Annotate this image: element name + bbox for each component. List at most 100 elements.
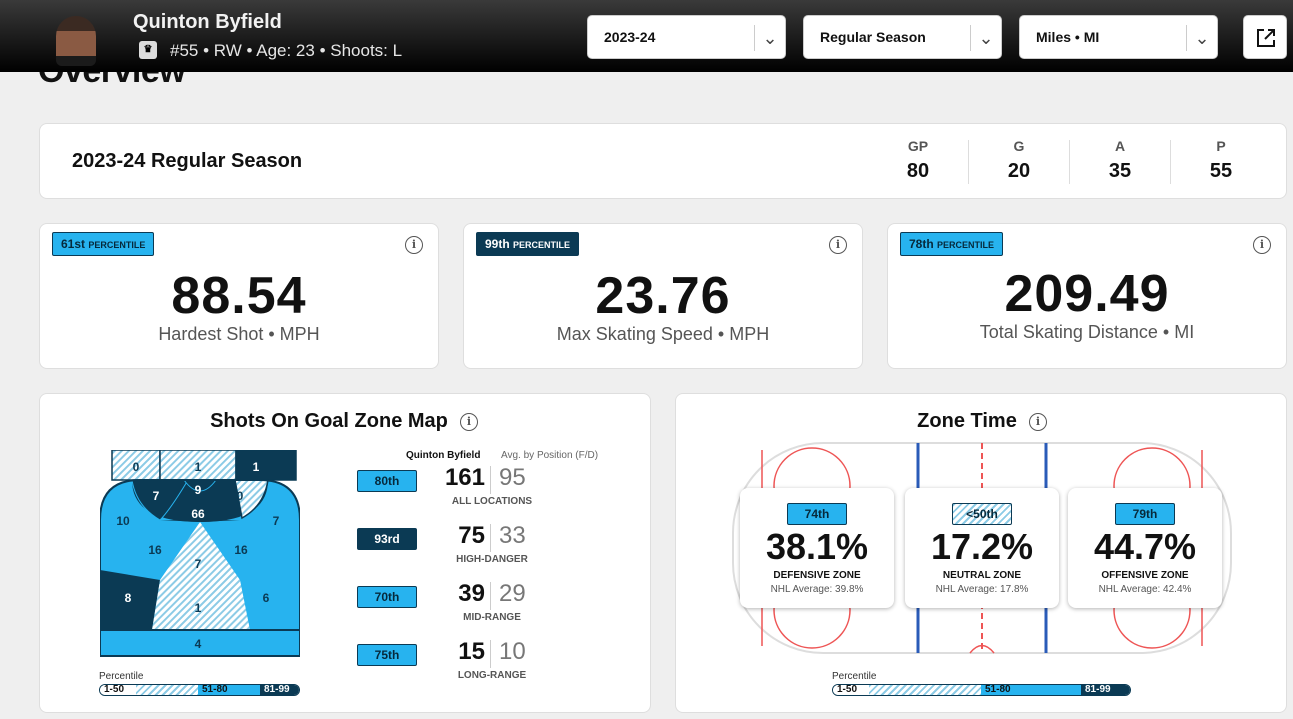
stat-value: 20: [1007, 160, 1031, 182]
avg-value: 10: [499, 638, 526, 665]
season-select[interactable]: 2023-24 ⌄: [587, 15, 786, 59]
percentile-word: PERCENTILE: [937, 240, 995, 250]
zone-time-title: Zone Time: [917, 410, 1017, 432]
divider: [970, 25, 971, 51]
stat-value: 35: [1108, 160, 1132, 182]
legend-hatch: [136, 685, 198, 695]
zone-label: DEFENSIVE ZONE: [773, 570, 861, 581]
info-icon[interactable]: i: [1029, 413, 1047, 431]
zone-card-offensive: 79th 44.7% OFFENSIVE ZONE NHL Average: 4…: [1068, 488, 1222, 608]
divider: [968, 140, 969, 184]
shot-row-high-danger: 93rd 75 33 HIGH-DANGER: [357, 522, 617, 578]
divider: [490, 582, 491, 610]
percentile-badge: 93rd: [357, 528, 417, 550]
zone-value-center-mid: 7: [195, 557, 202, 571]
zone-average: NHL Average: 17.8%: [935, 584, 1029, 595]
percentile-word: PERCENTILE: [513, 240, 571, 250]
zone-value-left-circle: 7: [153, 489, 160, 503]
metric-value: 23.76: [595, 267, 731, 325]
zone-map: 0 1 1 9 7 0 66 10 7 16 16 7 8 6 1 4: [100, 450, 300, 657]
shots-zone-map-card: Shots On Goal Zone Map i 0 1 1 9 7: [39, 393, 651, 713]
zone-value-long: 4: [195, 637, 202, 651]
season-summary-card: 2023-24 Regular Season GP 80 G 20 A 35 P…: [39, 123, 1287, 199]
season-type-select[interactable]: Regular Season ⌄: [803, 15, 1002, 59]
zone-average: NHL Average: 39.8%: [770, 584, 864, 595]
stat-label: GP: [907, 138, 929, 154]
divider: [1170, 140, 1171, 184]
info-icon[interactable]: i: [1253, 236, 1271, 254]
zone-value-right-low: 6: [263, 591, 270, 605]
metric-card-hardest-shot: 61st PERCENTILE i 88.54 Hardest Shot • M…: [39, 223, 439, 369]
percentile-badge: 80th: [357, 470, 417, 492]
player-meta: #55 • RW • Age: 23 • Shoots: L: [170, 41, 403, 60]
zone-value-top-right: 1: [253, 460, 260, 474]
percentile-badge: 75th: [357, 644, 417, 666]
zone-average: NHL Average: 42.4%: [1098, 584, 1192, 595]
shot-row-mid-range: 70th 39 29 MID-RANGE: [357, 580, 617, 636]
legend-high: 81-99: [1081, 685, 1130, 695]
chevron-down-icon: ⌄: [762, 28, 778, 48]
percentile-legend: 1-50 51-80 81-99: [99, 684, 300, 696]
row-label: HIGH-DANGER: [456, 554, 528, 565]
season-type-select-value: Regular Season: [820, 29, 926, 45]
stat-label: G: [1013, 138, 1025, 154]
info-icon[interactable]: i: [405, 236, 423, 254]
legend-low: 1-50: [833, 685, 869, 695]
legend-mid: 51-80: [198, 685, 260, 695]
units-select-value: Miles • MI: [1036, 29, 1100, 45]
zone-value-top-center: 1: [195, 460, 202, 474]
zone-value: 17.2%: [930, 526, 1034, 567]
stat-p: P 55: [1171, 138, 1271, 183]
percentile-badge: 70th: [357, 586, 417, 608]
zone-label: NEUTRAL ZONE: [942, 570, 1022, 581]
stat-label: A: [1114, 138, 1126, 154]
metric-value: 88.54: [171, 267, 307, 325]
zone-card-defensive: 74th 38.1% DEFENSIVE ZONE NHL Average: 3…: [740, 488, 894, 608]
stat-gp: GP 80: [868, 138, 968, 183]
shots-title: Shots On Goal Zone Map: [210, 410, 448, 432]
units-select[interactable]: Miles • MI ⌄: [1019, 15, 1218, 59]
zone-value-center-low: 1: [195, 601, 202, 615]
percentile-badge: 74th: [787, 503, 847, 525]
metric-card-skating-distance: 78th PERCENTILE i 209.49 Total Skating D…: [887, 223, 1287, 369]
player-value: 39: [458, 580, 485, 607]
percentile-value: 61st: [61, 237, 86, 251]
player-name: Quinton Byfield: [133, 11, 282, 33]
zone-value-left-mid: 16: [148, 543, 162, 557]
zone-value-left-low: 8: [125, 591, 132, 605]
metric-value: 209.49: [1004, 265, 1170, 323]
legend-hatch: [869, 685, 981, 695]
info-icon[interactable]: i: [460, 413, 478, 431]
percentile-badge: 99th PERCENTILE: [476, 232, 580, 256]
chevron-down-icon: ⌄: [978, 28, 994, 48]
zone-value-high-slot: 9: [195, 483, 202, 497]
shot-row-all: 80th 161 95 ALL LOCATIONS: [357, 464, 617, 520]
shot-row-long-range: 75th 15 10 LONG-RANGE: [357, 638, 617, 694]
avg-value: 29: [499, 580, 526, 607]
percentile-badge: 61st PERCENTILE: [52, 232, 155, 256]
zone-value: 44.7%: [1093, 526, 1197, 567]
metric-label: Hardest Shot • MPH: [158, 324, 320, 344]
col-player: Quinton Byfield: [406, 450, 481, 461]
share-button[interactable]: [1243, 15, 1287, 59]
row-label: MID-RANGE: [463, 612, 521, 623]
divider: [490, 466, 491, 494]
percentile-legend: 1-50 51-80 81-99: [832, 684, 1131, 696]
zone-value-right-post: 0: [237, 489, 244, 503]
percentile-badge: 79th: [1115, 503, 1175, 525]
divider: [1186, 25, 1187, 51]
stat-value: 55: [1209, 160, 1233, 182]
zone-value: 38.1%: [765, 526, 869, 567]
info-icon[interactable]: i: [829, 236, 847, 254]
player-header: Quinton Byfield ♛ #55 • RW • Age: 23 • S…: [0, 0, 1293, 72]
divider: [754, 25, 755, 51]
team-logo-icon: ♛: [139, 41, 157, 59]
percentile-badge: <50th: [952, 503, 1012, 525]
zone-value-left-point: 10: [116, 514, 130, 528]
percentile-value: 78th: [909, 237, 934, 251]
zone-card-neutral: <50th 17.2% NEUTRAL ZONE NHL Average: 17…: [905, 488, 1059, 608]
player-value: 75: [458, 522, 485, 549]
row-label: ALL LOCATIONS: [451, 496, 533, 507]
player-avatar: [56, 16, 96, 66]
legend-mid: 51-80: [981, 685, 1081, 695]
